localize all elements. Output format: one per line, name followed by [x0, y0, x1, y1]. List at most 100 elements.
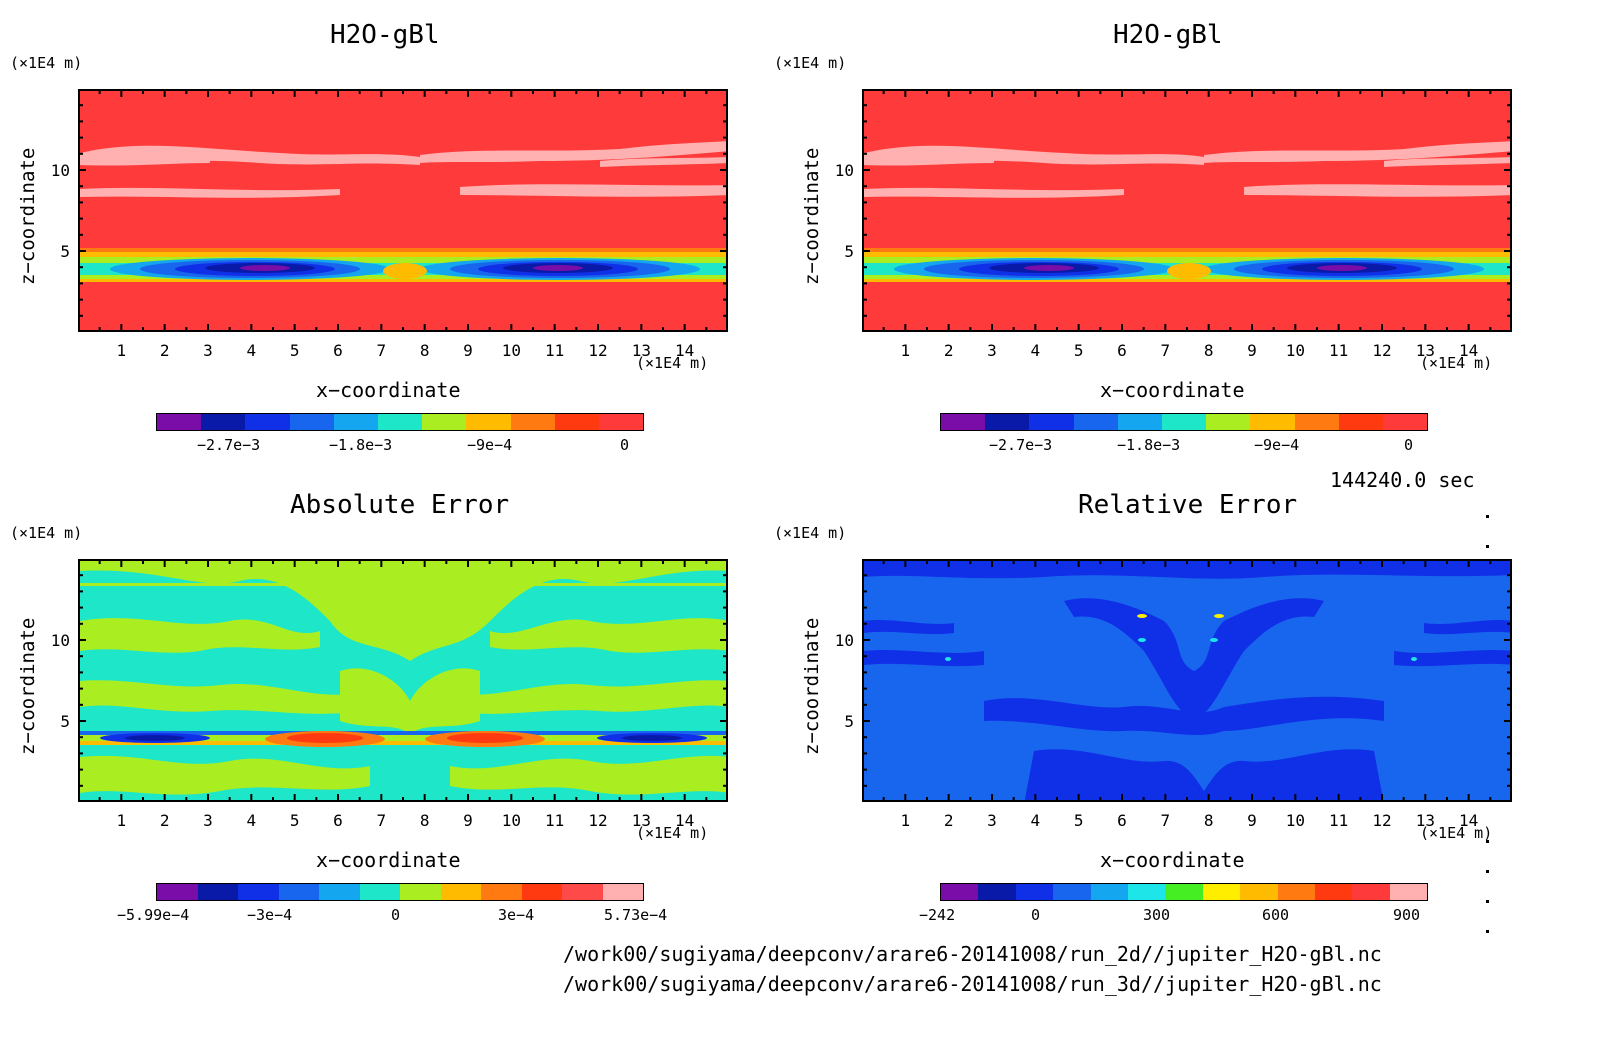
panel-title: H2O-gBl [330, 20, 440, 50]
contour-field [80, 91, 726, 330]
x-tick-label: 4 [1031, 341, 1041, 360]
x-tick-label: 7 [1161, 811, 1171, 830]
x-unit-label: (×1E4 m) [1420, 824, 1493, 842]
marker-dot [1486, 900, 1489, 903]
x-tick-label: 2 [160, 811, 170, 830]
x-unit-label: (×1E4 m) [1420, 354, 1493, 372]
x-tick-label: 2 [944, 811, 954, 830]
y-tick-label: 5 [844, 712, 854, 731]
x-tick-label: 12 [1372, 811, 1391, 830]
x-tick-label: 11 [545, 811, 564, 830]
x-tick-label: 12 [588, 811, 607, 830]
x-tick-label: 4 [1031, 811, 1041, 830]
colorbar-tick-label: 0 [1031, 906, 1041, 924]
colorbar-tick-label: −242 [919, 906, 956, 924]
colorbar-tick-label: −3e−4 [247, 906, 293, 924]
time-label: 144240.0 sec [1330, 468, 1475, 492]
x-tick-label: 10 [1286, 811, 1305, 830]
x-tick-label: 11 [1329, 341, 1348, 360]
y-axis-label: z−coordinate [17, 147, 39, 285]
x-tick-label: 9 [463, 341, 473, 360]
x-tick-label: 7 [377, 341, 387, 360]
y-tick-label: 10 [51, 161, 70, 180]
contour-plot-h2o-2d [78, 89, 728, 332]
x-tick-label: 10 [1286, 341, 1305, 360]
marker-dot [1486, 930, 1489, 933]
contour-field [80, 561, 726, 800]
x-tick-label: 6 [333, 811, 343, 830]
colorbar-tick-label: −9e−4 [467, 436, 513, 454]
x-tick-label: 1 [901, 811, 911, 830]
x-axis-label: x−coordinate [1100, 848, 1245, 872]
y-tick-label: 5 [60, 242, 70, 261]
y-tick-label: 10 [835, 631, 854, 650]
colorbar-tick-label: −9e−4 [1254, 436, 1300, 454]
x-tick-label: 1 [117, 341, 127, 360]
x-tick-label: 1 [901, 341, 911, 360]
contour-field [864, 91, 1510, 330]
y-unit-label: (×1E4 m) [774, 54, 847, 72]
x-tick-label: 10 [502, 811, 521, 830]
x-tick-label: 9 [1247, 341, 1257, 360]
colorbar [156, 413, 644, 431]
marker-dot [1486, 545, 1489, 548]
y-axis-label: z−coordinate [801, 617, 823, 755]
x-tick-label: 8 [420, 811, 430, 830]
colorbar [156, 883, 644, 901]
colorbar-tick-label: 300 [1143, 906, 1171, 924]
x-tick-label: 8 [420, 341, 430, 360]
x-tick-label: 2 [160, 341, 170, 360]
colorbar-tick-label: −5.99e−4 [117, 906, 190, 924]
colorbar-tick-label: 3e−4 [498, 906, 535, 924]
y-tick-label: 10 [835, 161, 854, 180]
y-axis-label: z−coordinate [801, 147, 823, 285]
marker-dot [1486, 515, 1489, 518]
x-axis-label: x−coordinate [316, 848, 461, 872]
colorbar-tick-label: −1.8e−3 [1117, 436, 1181, 454]
colorbar-tick-label: 0 [1404, 436, 1414, 454]
x-tick-label: 7 [1161, 341, 1171, 360]
x-tick-label: 6 [1117, 341, 1127, 360]
colorbar-tick-label: 0 [620, 436, 630, 454]
panel-title: Relative Error [1078, 490, 1298, 520]
y-unit-label: (×1E4 m) [10, 524, 83, 542]
panel-title: Absolute Error [290, 490, 510, 520]
x-tick-label: 2 [944, 341, 954, 360]
file-path-label: /work00/sugiyama/deepconv/arare6-2014100… [563, 942, 1382, 966]
x-tick-label: 9 [1247, 811, 1257, 830]
y-tick-label: 5 [844, 242, 854, 261]
y-axis-label: z−coordinate [17, 617, 39, 755]
marker-dot [1486, 870, 1489, 873]
x-tick-label: 12 [1372, 341, 1391, 360]
y-tick-label: 5 [60, 712, 70, 731]
x-tick-label: 6 [1117, 811, 1127, 830]
x-tick-label: 10 [502, 341, 521, 360]
x-unit-label: (×1E4 m) [636, 354, 709, 372]
x-tick-label: 5 [290, 341, 300, 360]
panel-title: H2O-gBl [1113, 20, 1223, 50]
x-tick-label: 3 [987, 341, 997, 360]
colorbar-tick-label: −1.8e−3 [329, 436, 393, 454]
x-unit-label: (×1E4 m) [636, 824, 709, 842]
marker-dot [1486, 840, 1489, 843]
contour-plot-relative-error [862, 559, 1512, 802]
x-tick-label: 3 [987, 811, 997, 830]
x-tick-label: 3 [203, 811, 213, 830]
x-axis-label: x−coordinate [316, 378, 461, 402]
x-tick-label: 11 [1329, 811, 1348, 830]
contour-field [864, 561, 1510, 800]
colorbar-tick-label: 0 [391, 906, 401, 924]
contour-plot-h2o-3d [862, 89, 1512, 332]
x-tick-label: 11 [545, 341, 564, 360]
x-tick-label: 8 [1204, 341, 1214, 360]
file-path-label: /work00/sugiyama/deepconv/arare6-2014100… [563, 972, 1382, 996]
colorbar-tick-label: 5.73e−4 [604, 906, 668, 924]
x-tick-label: 12 [588, 341, 607, 360]
x-tick-label: 3 [203, 341, 213, 360]
x-tick-label: 5 [290, 811, 300, 830]
colorbar-tick-label: 600 [1262, 906, 1290, 924]
x-tick-label: 8 [1204, 811, 1214, 830]
x-tick-label: 7 [377, 811, 387, 830]
colorbar-tick-label: 900 [1393, 906, 1421, 924]
x-tick-label: 4 [247, 811, 257, 830]
